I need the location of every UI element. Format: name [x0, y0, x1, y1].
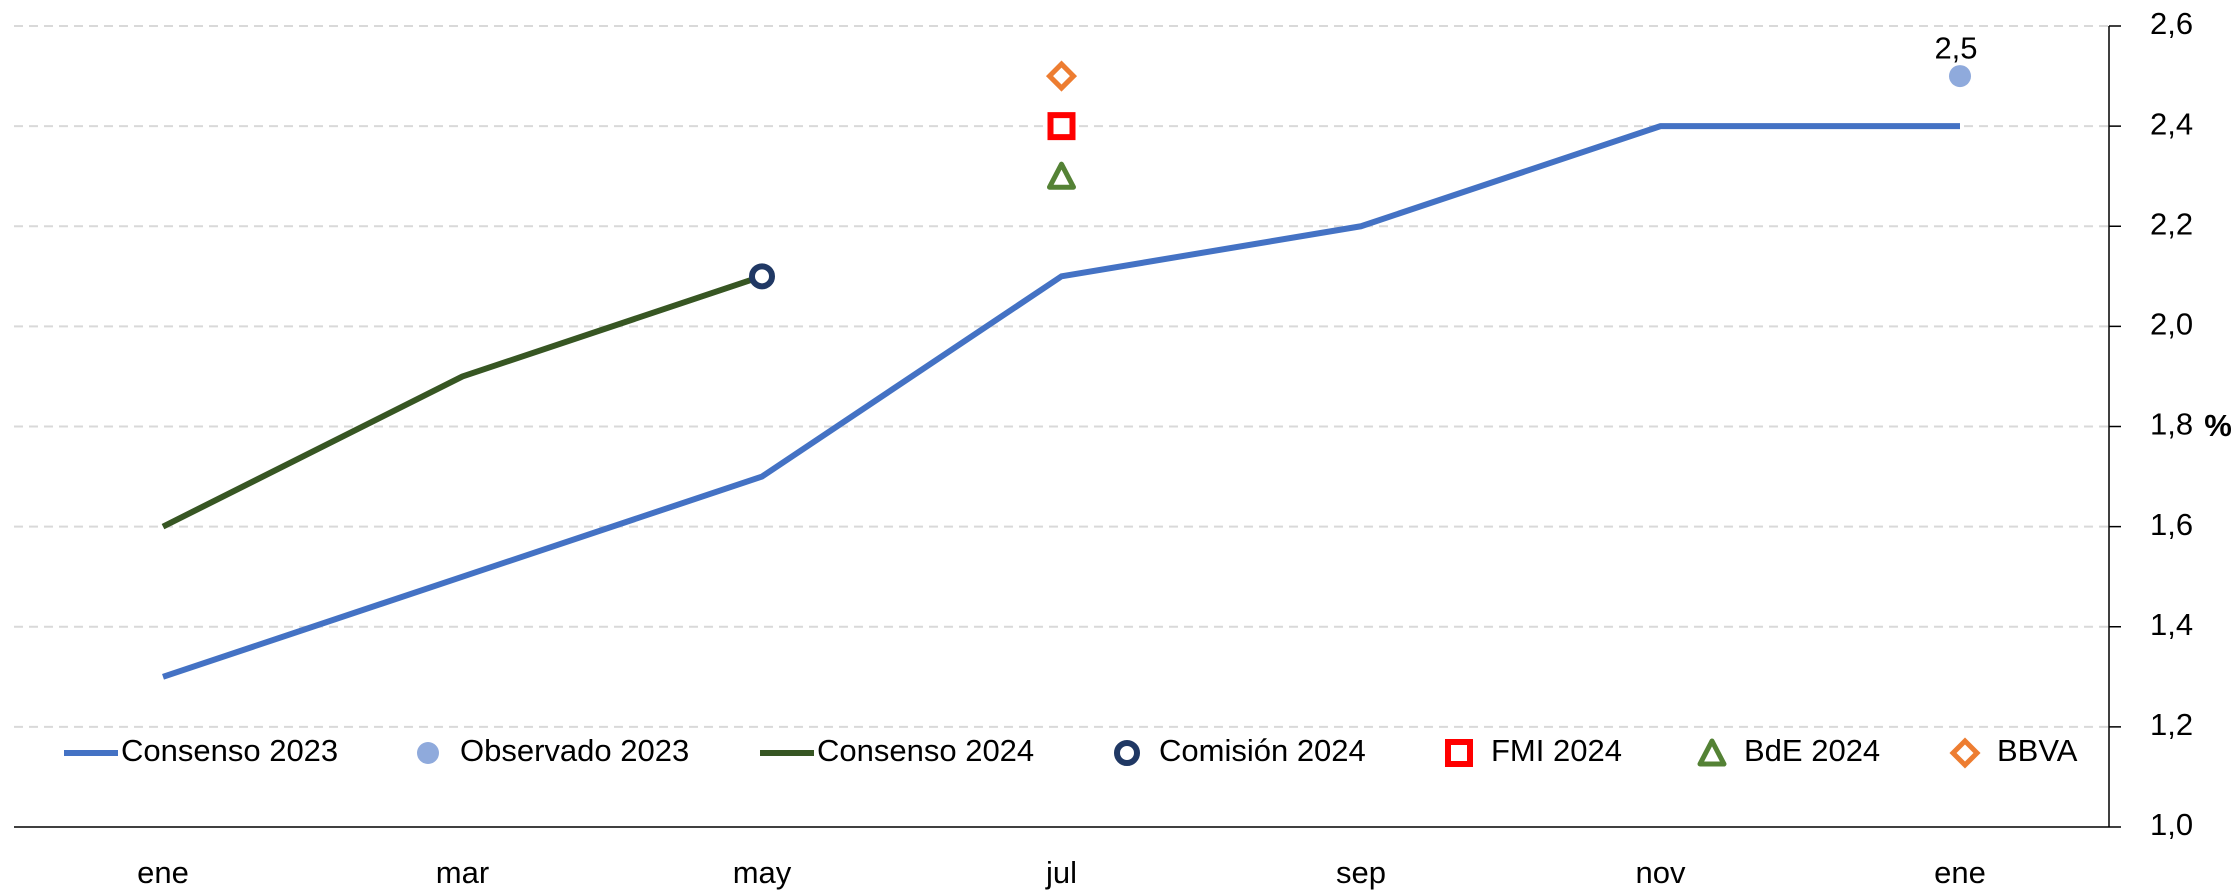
y-tick-label: 1,2 — [2150, 707, 2193, 742]
legend-label: FMI 2024 — [1491, 733, 1622, 768]
series-line — [161, 273, 763, 530]
x-tick-label: sep — [1336, 855, 1386, 890]
y-tick-label: 1,0 — [2150, 807, 2193, 842]
legend-label: Consenso 2023 — [121, 733, 338, 768]
y-tick-label: 2,4 — [2150, 106, 2193, 141]
legend-label: Comisión 2024 — [1159, 733, 1366, 768]
y-tick-label: 1,8 — [2150, 407, 2193, 442]
y-tick-label: 2,0 — [2150, 307, 2193, 342]
legend-swatch — [1114, 740, 1140, 766]
y-tick-label: 2,6 — [2150, 6, 2193, 41]
series-marker — [1949, 65, 1971, 88]
legend-swatch — [1949, 737, 1981, 769]
legend-swatch — [417, 742, 439, 764]
x-tick-label: ene — [137, 855, 189, 890]
series-marker — [749, 263, 775, 290]
x-tick-label: ene — [1934, 855, 1986, 890]
legend-label: BdE 2024 — [1744, 733, 1880, 768]
data-label: 2,5 — [1934, 30, 1977, 65]
legend-swatch — [1445, 739, 1473, 767]
x-tick-label: jul — [1045, 855, 1077, 890]
legend-label: Observado 2023 — [460, 733, 689, 768]
series-marker — [1047, 161, 1076, 190]
y-tick-label: 1,6 — [2150, 507, 2193, 542]
x-tick-label: nov — [1636, 855, 1686, 890]
legend-swatch — [1697, 738, 1727, 767]
x-tick-label: mar — [436, 855, 489, 890]
legend-label: BBVA — [1997, 733, 2078, 768]
y-axis-label: % — [2204, 408, 2232, 443]
x-tick-label: may — [733, 855, 792, 890]
y-tick-label: 2,2 — [2150, 206, 2193, 241]
series-line — [162, 123, 1960, 680]
y-tick-label: 1,4 — [2150, 607, 2193, 642]
series-marker — [1045, 60, 1078, 92]
series-marker — [1047, 112, 1076, 141]
legend-label: Consenso 2024 — [817, 733, 1034, 768]
